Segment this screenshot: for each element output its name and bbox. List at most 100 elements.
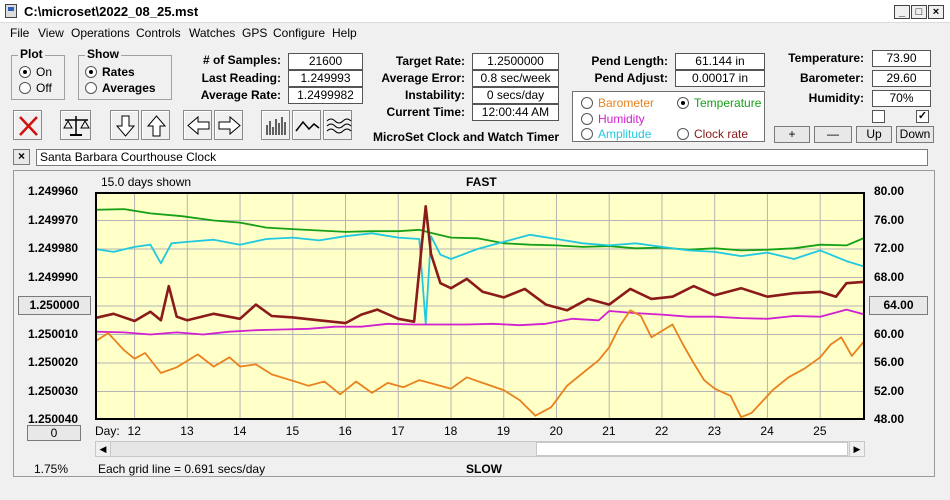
plot-off-radio[interactable]: Off [19, 81, 52, 95]
show-averages-label: Averages [102, 81, 156, 95]
plot-area [95, 192, 865, 420]
up-button[interactable]: Up [856, 126, 892, 143]
plot-on-label: On [36, 65, 53, 79]
offset-button[interactable]: 0 [27, 425, 81, 441]
left-tick-label: 1.249970 [28, 212, 79, 227]
env-checkbox-2[interactable]: ✓ [916, 110, 929, 123]
clock-name-field[interactable]: Santa Barbara Courthouse Clock [36, 149, 928, 166]
menu-gps[interactable]: GPS [242, 26, 268, 40]
grid-note-label: Each grid line = 0.691 secs/day [98, 462, 266, 476]
slow-label: SLOW [466, 462, 502, 476]
menu-controls[interactable]: Controls [136, 26, 181, 40]
balance-button[interactable] [60, 110, 91, 140]
x-tick-label: 13 [180, 424, 194, 438]
x-tick-label: 17 [391, 424, 405, 438]
barometer-value[interactable]: 29.60 [872, 70, 931, 87]
menu-help[interactable]: Help [332, 26, 357, 40]
menu-operations[interactable]: Operations [71, 26, 130, 40]
left-tick-label: 1.250040 [28, 412, 79, 426]
radio-dot [581, 97, 593, 109]
show-averages-radio[interactable]: Averages [85, 81, 156, 95]
env-checkbox-1[interactable] [872, 110, 885, 123]
plus-button[interactable]: + [774, 126, 810, 143]
center-rate-button[interactable]: 1.250000 [18, 296, 91, 315]
down-arrow-icon [115, 115, 136, 137]
scroll-right-button[interactable]: ▶ [849, 442, 864, 456]
x-tick-label: 23 [707, 424, 722, 438]
days-shown-label: 15.0 days shown [101, 175, 192, 189]
x-tick-label: 22 [654, 424, 669, 438]
right-tick-label: 56.00 [874, 355, 905, 369]
menu-view[interactable]: View [38, 26, 64, 40]
window-title: C:\microset\2022_08_25.mst [24, 4, 199, 19]
average-rate-value: 1.2499982 [288, 87, 363, 104]
balance-scale-icon [63, 116, 90, 136]
percent-label: 1.75% [34, 462, 69, 476]
down-arrow-button[interactable] [110, 110, 139, 140]
up-arrow-button[interactable] [141, 110, 170, 140]
x-tick-label: 14 [233, 424, 247, 438]
left-tick-label: 1.249980 [28, 241, 79, 255]
scroll-right-icon: ▶ [853, 444, 861, 454]
menu-file[interactable]: File [10, 26, 30, 40]
horizontal-scrollbar[interactable]: ◀ ▶ [95, 441, 865, 457]
radio-dot [581, 113, 593, 125]
radio-dot [677, 97, 689, 109]
show-rates-label: Rates [102, 65, 135, 79]
series-clock-rate-radio[interactable]: Clock rate [677, 127, 748, 141]
left-arrow-button[interactable] [183, 110, 212, 140]
title-bar: C:\microset\2022_08_25.mst _ □ × [0, 0, 950, 23]
x-tick-label: 20 [549, 424, 563, 438]
wave-graph-button[interactable] [323, 110, 352, 140]
scroll-left-button[interactable]: ◀ [96, 442, 111, 456]
series-amplitude-radio[interactable]: Amplitude [581, 127, 651, 141]
series-line-3 [95, 308, 865, 336]
series-humidity-radio[interactable]: Humidity [581, 112, 645, 126]
humidity-label: Humidity: [808, 91, 864, 105]
menu-watches[interactable]: Watches [189, 26, 236, 40]
series-amplitude-label: Amplitude [598, 127, 652, 141]
current-time-value: 12:00:44 AM [472, 104, 559, 121]
instability-label: Instability: [404, 88, 465, 102]
pend-adjust-label: Pend Adjust: [594, 71, 668, 85]
close-clock-button[interactable]: × [13, 149, 30, 165]
bar-graph-button[interactable] [261, 110, 290, 140]
radio-dot [677, 128, 689, 140]
right-tick-label: 52.00 [874, 383, 905, 398]
temperature-label: Temperature: [788, 51, 864, 65]
fast-label: FAST [466, 175, 497, 189]
center-env-button[interactable]: 64.00 [869, 296, 928, 315]
menu-bar: File View Operations Controls Watches GP… [0, 23, 950, 43]
maximize-button[interactable]: □ [911, 5, 927, 19]
last-reading-value: 1.249993 [288, 70, 363, 87]
scroll-thumb[interactable] [536, 442, 848, 456]
clear-button[interactable] [13, 110, 42, 140]
right-arrow-button[interactable] [214, 110, 243, 140]
minus-button[interactable]: — [814, 126, 852, 143]
down-button[interactable]: Down [896, 126, 934, 143]
show-rates-radio[interactable]: Rates [85, 65, 135, 79]
show-group: Show Rates Averages [78, 47, 172, 100]
line-graph-button[interactable] [292, 110, 321, 140]
average-error-value: 0.8 sec/week [472, 70, 559, 87]
humidity-value[interactable]: 70% [872, 90, 931, 107]
left-tick-label: 1.250010 [28, 326, 79, 341]
series-temperature-radio[interactable]: Temperature [677, 96, 761, 110]
app-title: MicroSet Clock and Watch Timer [373, 130, 560, 144]
minimize-button[interactable]: _ [894, 5, 910, 19]
plot-on-radio[interactable]: On [19, 65, 52, 79]
up-arrow-icon [146, 115, 167, 137]
series-humidity-label: Humidity [598, 112, 645, 126]
menu-configure[interactable]: Configure [273, 26, 326, 40]
x-tick-label: 19 [496, 424, 511, 438]
x-tick-label: 25 [813, 424, 827, 438]
radio-dot [19, 82, 31, 94]
right-tick-label: 60.00 [874, 326, 905, 341]
pend-adjust-value: 0.00017 in [675, 70, 765, 87]
average-error-label: Average Error: [381, 71, 465, 85]
temperature-value[interactable]: 73.90 [872, 50, 931, 67]
series-barometer-radio[interactable]: Barometer [581, 96, 654, 110]
right-arrow-icon [218, 115, 241, 136]
close-button[interactable]: × [928, 5, 944, 19]
left-tick-label: 1.250030 [28, 383, 79, 398]
